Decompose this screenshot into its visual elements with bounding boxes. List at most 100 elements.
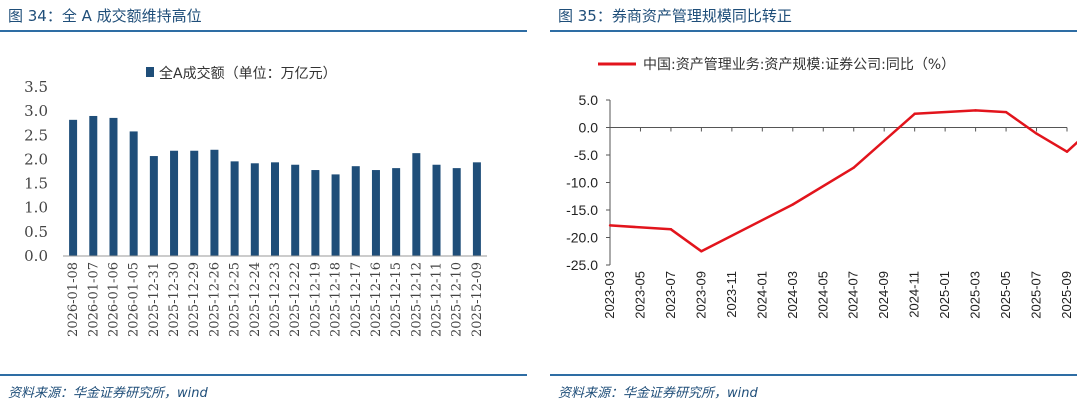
right-bottom-rule [550,374,1077,376]
bar [351,166,360,256]
bar-legend: 全A成交额（单位：万亿元） [146,65,337,82]
bar [89,115,98,256]
line-y-tick: 5.0 [579,92,599,108]
bar [291,164,300,256]
bar-y-tick: 0.5 [24,223,48,241]
bar [331,174,340,256]
line-x-tick: 2025-03 [968,271,983,319]
line-x-tick: 2025-07 [1029,271,1044,319]
line-chart: 中国:资产管理业务:资产规模:证券公司:同比（%） 5.0 0.0 -5.0 -10.… [566,57,1077,319]
bar [230,161,239,256]
bar [392,168,401,256]
bar-x-tick: 2025-12-17 [349,262,364,337]
bar-x-tick: 2025-12-26 [207,262,222,337]
bar-x-tick: 2025-12-19 [308,262,323,337]
left-chart-panel: 图 34：全 A 成交额维持高位 全A成交额（单位：万亿元） 3.5 3.0 2.5… [0,0,527,413]
bar-y-tick: 3.0 [24,102,48,120]
line-point [1004,110,1008,114]
line-y-tick: -20.0 [566,230,598,246]
line-y-tick: -5.0 [574,147,598,163]
bar-x-tick: 2026-01-07 [86,262,101,337]
bar-x-tick: 2025-12-09 [470,262,485,337]
line-y-axis: 5.0 0.0 -5.0 -10.0 -15.0 -20.0 -25.0 [566,92,611,273]
bar-x-tick: 2025-12-15 [389,262,404,337]
bar-x-tick: 2025-12-25 [228,262,243,337]
line-x-tick: 2023-07 [663,271,678,319]
bar-legend-swatch [146,67,154,77]
bar-x-axis: 2026-01-08 2026-01-07 2026-01-06 2026-01-05… [63,255,487,337]
bar-x-tick: 2025-12-31 [147,262,162,337]
line-series-path [609,109,1077,253]
bar [149,156,158,256]
bar-y-tick: 1.5 [24,175,48,193]
right-chart-title: 图 35：券商资产管理规模同比转正 [558,7,792,25]
line-x-tick: 2024-09 [876,271,891,319]
line-y-tick: 0.0 [579,120,599,136]
line-x-tick: 2024-07 [846,271,861,319]
bar-x-tick: 2026-01-08 [66,262,81,337]
line-point [852,166,855,169]
bar [412,153,421,256]
right-top-rule [550,30,1077,32]
bar [129,131,138,256]
bar-x-tick: 2025-12-10 [450,262,465,337]
line-point [791,203,794,206]
left-chart-title: 图 34：全 A 成交额维持高位 [8,7,202,25]
bar-y-tick: 1.0 [24,199,48,217]
line-y-tick: -10.0 [566,175,598,191]
bar-x-tick: 2025-12-22 [288,262,303,337]
line-x-axis: 2023-03 2023-05 2023-07 2023-09 2023-11 2024-… [602,127,1074,319]
left-top-rule [0,30,527,32]
bar-y-axis: 3.5 3.0 2.5 2.0 1.5 1.0 0.5 0.0 [24,78,48,265]
line-point [974,109,977,112]
bar-series [69,115,481,256]
line-x-tick: 2023-05 [632,271,647,319]
bar [250,163,259,256]
line-x-tick: 2023-03 [602,271,617,319]
bar-x-tick: 2025-12-18 [329,262,344,337]
bar-x-tick: 2025-12-24 [248,262,263,337]
line-y-tick: -25.0 [566,257,598,273]
bar [371,170,380,256]
line-x-tick: 2024-05 [815,271,830,319]
bar [170,150,179,256]
bar [472,162,481,256]
bar [69,119,78,256]
line-point [669,228,673,231]
bar-y-tick: 2.5 [24,126,48,144]
bar-y-tick: 0.0 [24,247,48,265]
line-x-tick: 2023-11 [724,271,739,318]
bar-x-tick: 2025-12-16 [369,262,384,337]
bar-x-tick: 2025-12-30 [167,262,182,337]
line-point [1065,150,1069,153]
line-x-tick: 2024-03 [785,271,800,319]
line-point [1035,132,1038,135]
line-x-tick: 2024-01 [754,271,769,319]
bar [109,117,118,256]
line-point [700,250,703,253]
bar-y-tick: 2.0 [24,150,48,168]
line-y-tick: -15.0 [566,202,598,218]
bar-legend-label: 全A成交额（单位：万亿元） [159,65,337,82]
line-x-tick: 2024-11 [907,271,922,318]
bar-x-tick: 2025-12-11 [430,262,445,337]
left-bottom-rule [0,374,527,376]
line-series [608,109,1077,253]
bar-y-tick: 3.5 [24,78,48,96]
bar-x-tick: 2026-01-05 [127,262,142,337]
line-x-tick: 2025-09 [1059,271,1074,319]
bar [432,164,441,256]
bar-x-tick: 2025-12-29 [187,262,202,337]
bar [311,170,320,256]
line-x-tick: 2025-01 [937,271,952,319]
bar [452,168,461,256]
line-point [608,224,612,227]
line-legend: 中国:资产管理业务:资产规模:证券公司:同比（%） [598,57,955,73]
line-x-tick: 2023-09 [693,271,708,319]
bar [210,149,219,256]
right-chart-panel: 图 35：券商资产管理规模同比转正 中国:资产管理业务:资产规模:证券公司:同比… [550,0,1077,413]
line-legend-label: 中国:资产管理业务:资产规模:证券公司:同比（%） [643,57,955,73]
line-x-tick: 2025-05 [998,271,1013,319]
right-source-note: 资料来源：华金证券研究所，wind [558,386,758,401]
line-point [913,112,916,115]
